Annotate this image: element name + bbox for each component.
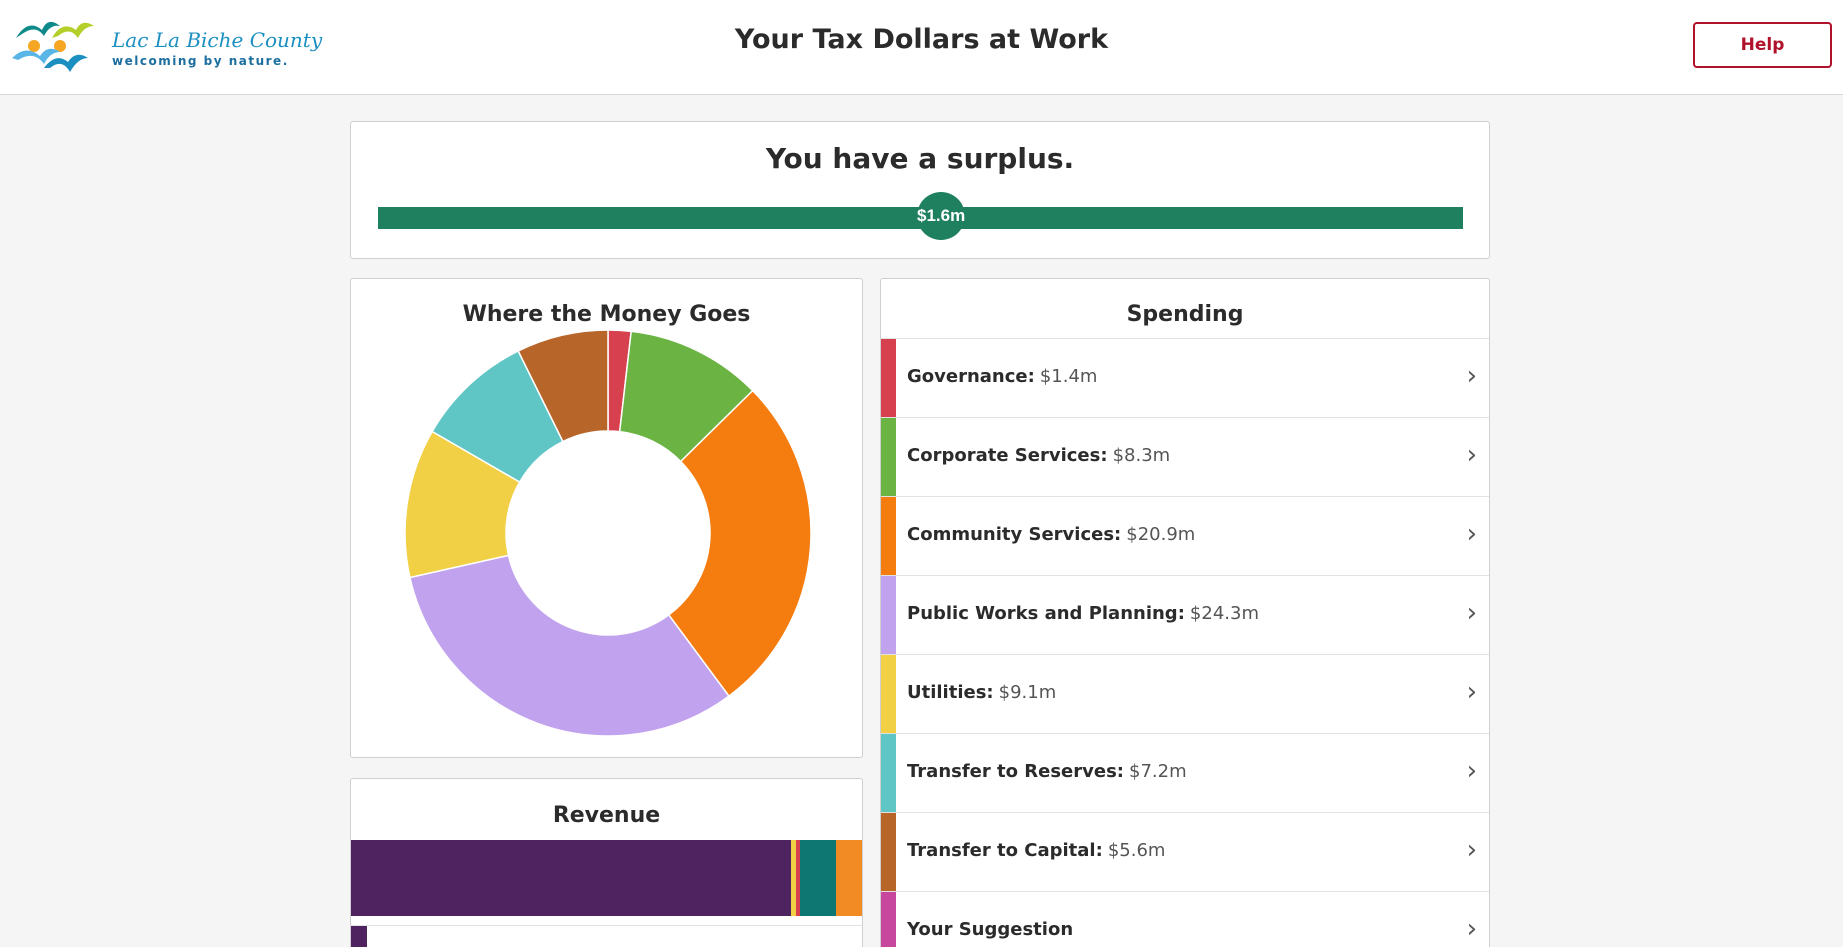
- logo-tagline: welcoming by nature.: [112, 54, 289, 68]
- donut-slice-transfer-to-capital[interactable]: [517, 329, 609, 443]
- spending-color-swatch: [881, 339, 896, 417]
- spending-item-name: Community Services:: [907, 524, 1122, 545]
- spending-color-swatch: [881, 576, 896, 654]
- chevron-right-icon[interactable]: ›: [1466, 440, 1477, 470]
- chevron-right-icon[interactable]: ›: [1466, 677, 1477, 707]
- revenue-segment-5[interactable]: [836, 840, 862, 916]
- donut-slice-public-works-and-planning[interactable]: [409, 554, 730, 737]
- spending-color-swatch: [881, 655, 896, 733]
- spending-color-swatch: [881, 497, 896, 575]
- spending-item-name: Your Suggestion: [907, 919, 1074, 940]
- chevron-right-icon[interactable]: ›: [1466, 361, 1477, 391]
- spending-item-value: $5.6m: [1107, 840, 1166, 861]
- header: Lac La Biche County welcoming by nature.…: [0, 0, 1843, 95]
- spending-item-name: Transfer to Reserves:: [907, 761, 1124, 782]
- spending-item-name: Public Works and Planning:: [907, 603, 1185, 624]
- spending-card: Spending Governance: $1.4m › Corporate S…: [880, 278, 1490, 947]
- spending-item-public-works[interactable]: Public Works and Planning: $24.3m ›: [881, 575, 1489, 654]
- chevron-right-icon[interactable]: ›: [1466, 756, 1477, 786]
- revenue-title: Revenue: [552, 803, 661, 828]
- spending-item-value: $24.3m: [1189, 603, 1259, 624]
- spending-item-transfer-reserves[interactable]: Transfer to Reserves: $7.2m ›: [881, 733, 1489, 812]
- donut-slice-community-services[interactable]: [667, 389, 812, 698]
- spending-item-name: Governance:: [907, 366, 1035, 387]
- spending-item-corporate-services[interactable]: Corporate Services: $8.3m ›: [881, 417, 1489, 496]
- chevron-right-icon[interactable]: ›: [1466, 519, 1477, 549]
- where-money-goes-title: Where the Money Goes: [462, 302, 751, 327]
- revenue-card: Revenue: [350, 778, 863, 947]
- logo-name: Lac La Biche County: [112, 28, 323, 52]
- county-logo-icon: [12, 21, 94, 72]
- spending-item-name: Transfer to Capital:: [907, 840, 1103, 861]
- spending-item-transfer-capital[interactable]: Transfer to Capital: $5.6m ›: [881, 812, 1489, 891]
- help-button[interactable]: Help: [1693, 22, 1832, 68]
- surplus-heading: You have a surplus.: [765, 142, 1075, 175]
- spending-item-value: $7.2m: [1129, 761, 1187, 782]
- revenue-item-color: [351, 926, 367, 947]
- county-logo[interactable]: Lac La Biche County welcoming by nature.: [8, 10, 322, 86]
- where-money-goes-card: Where the Money Goes: [350, 278, 863, 758]
- spending-color-swatch: [881, 418, 896, 496]
- revenue-segment-1[interactable]: [351, 840, 792, 916]
- spending-item-value: $8.3m: [1112, 445, 1171, 466]
- spending-item-your-suggestion[interactable]: Your Suggestion ›: [881, 891, 1489, 947]
- surplus-card: You have a surplus. $1.6m: [350, 121, 1490, 259]
- revenue-stacked-bar: [351, 840, 862, 916]
- spending-item-community-services[interactable]: Community Services: $20.9m ›: [881, 496, 1489, 575]
- spending-item-governance[interactable]: Governance: $1.4m ›: [881, 338, 1489, 417]
- chevron-right-icon[interactable]: ›: [1466, 835, 1477, 865]
- spending-item-name: Utilities:: [907, 682, 994, 703]
- spending-item-utilities[interactable]: Utilities: $9.1m ›: [881, 654, 1489, 733]
- spending-title: Spending: [1126, 302, 1244, 327]
- revenue-segment-4[interactable]: [800, 840, 837, 916]
- spending-color-swatch: [881, 813, 896, 891]
- spending-item-value: $1.4m: [1039, 366, 1098, 387]
- spending-item-name: Corporate Services:: [907, 445, 1108, 466]
- page-title: Your Tax Dollars at Work: [734, 24, 1109, 55]
- revenue-segment-2[interactable]: [791, 840, 796, 916]
- spending-item-value: $9.1m: [998, 682, 1057, 703]
- chevron-right-icon[interactable]: ›: [1466, 598, 1477, 628]
- spending-list: Governance: $1.4m › Corporate Services: …: [881, 338, 1489, 947]
- logo-text: Lac La Biche County welcoming by nature.: [112, 28, 322, 68]
- revenue-list-item[interactable]: [351, 925, 862, 947]
- chevron-right-icon[interactable]: ›: [1466, 914, 1477, 944]
- spending-color-swatch: [881, 892, 896, 947]
- spending-item-value: $20.9m: [1126, 524, 1196, 545]
- donut-chart: [404, 329, 812, 737]
- surplus-amount-badge[interactable]: $1.6m: [917, 192, 965, 240]
- spending-color-swatch: [881, 734, 896, 812]
- revenue-segment-3[interactable]: [795, 840, 801, 916]
